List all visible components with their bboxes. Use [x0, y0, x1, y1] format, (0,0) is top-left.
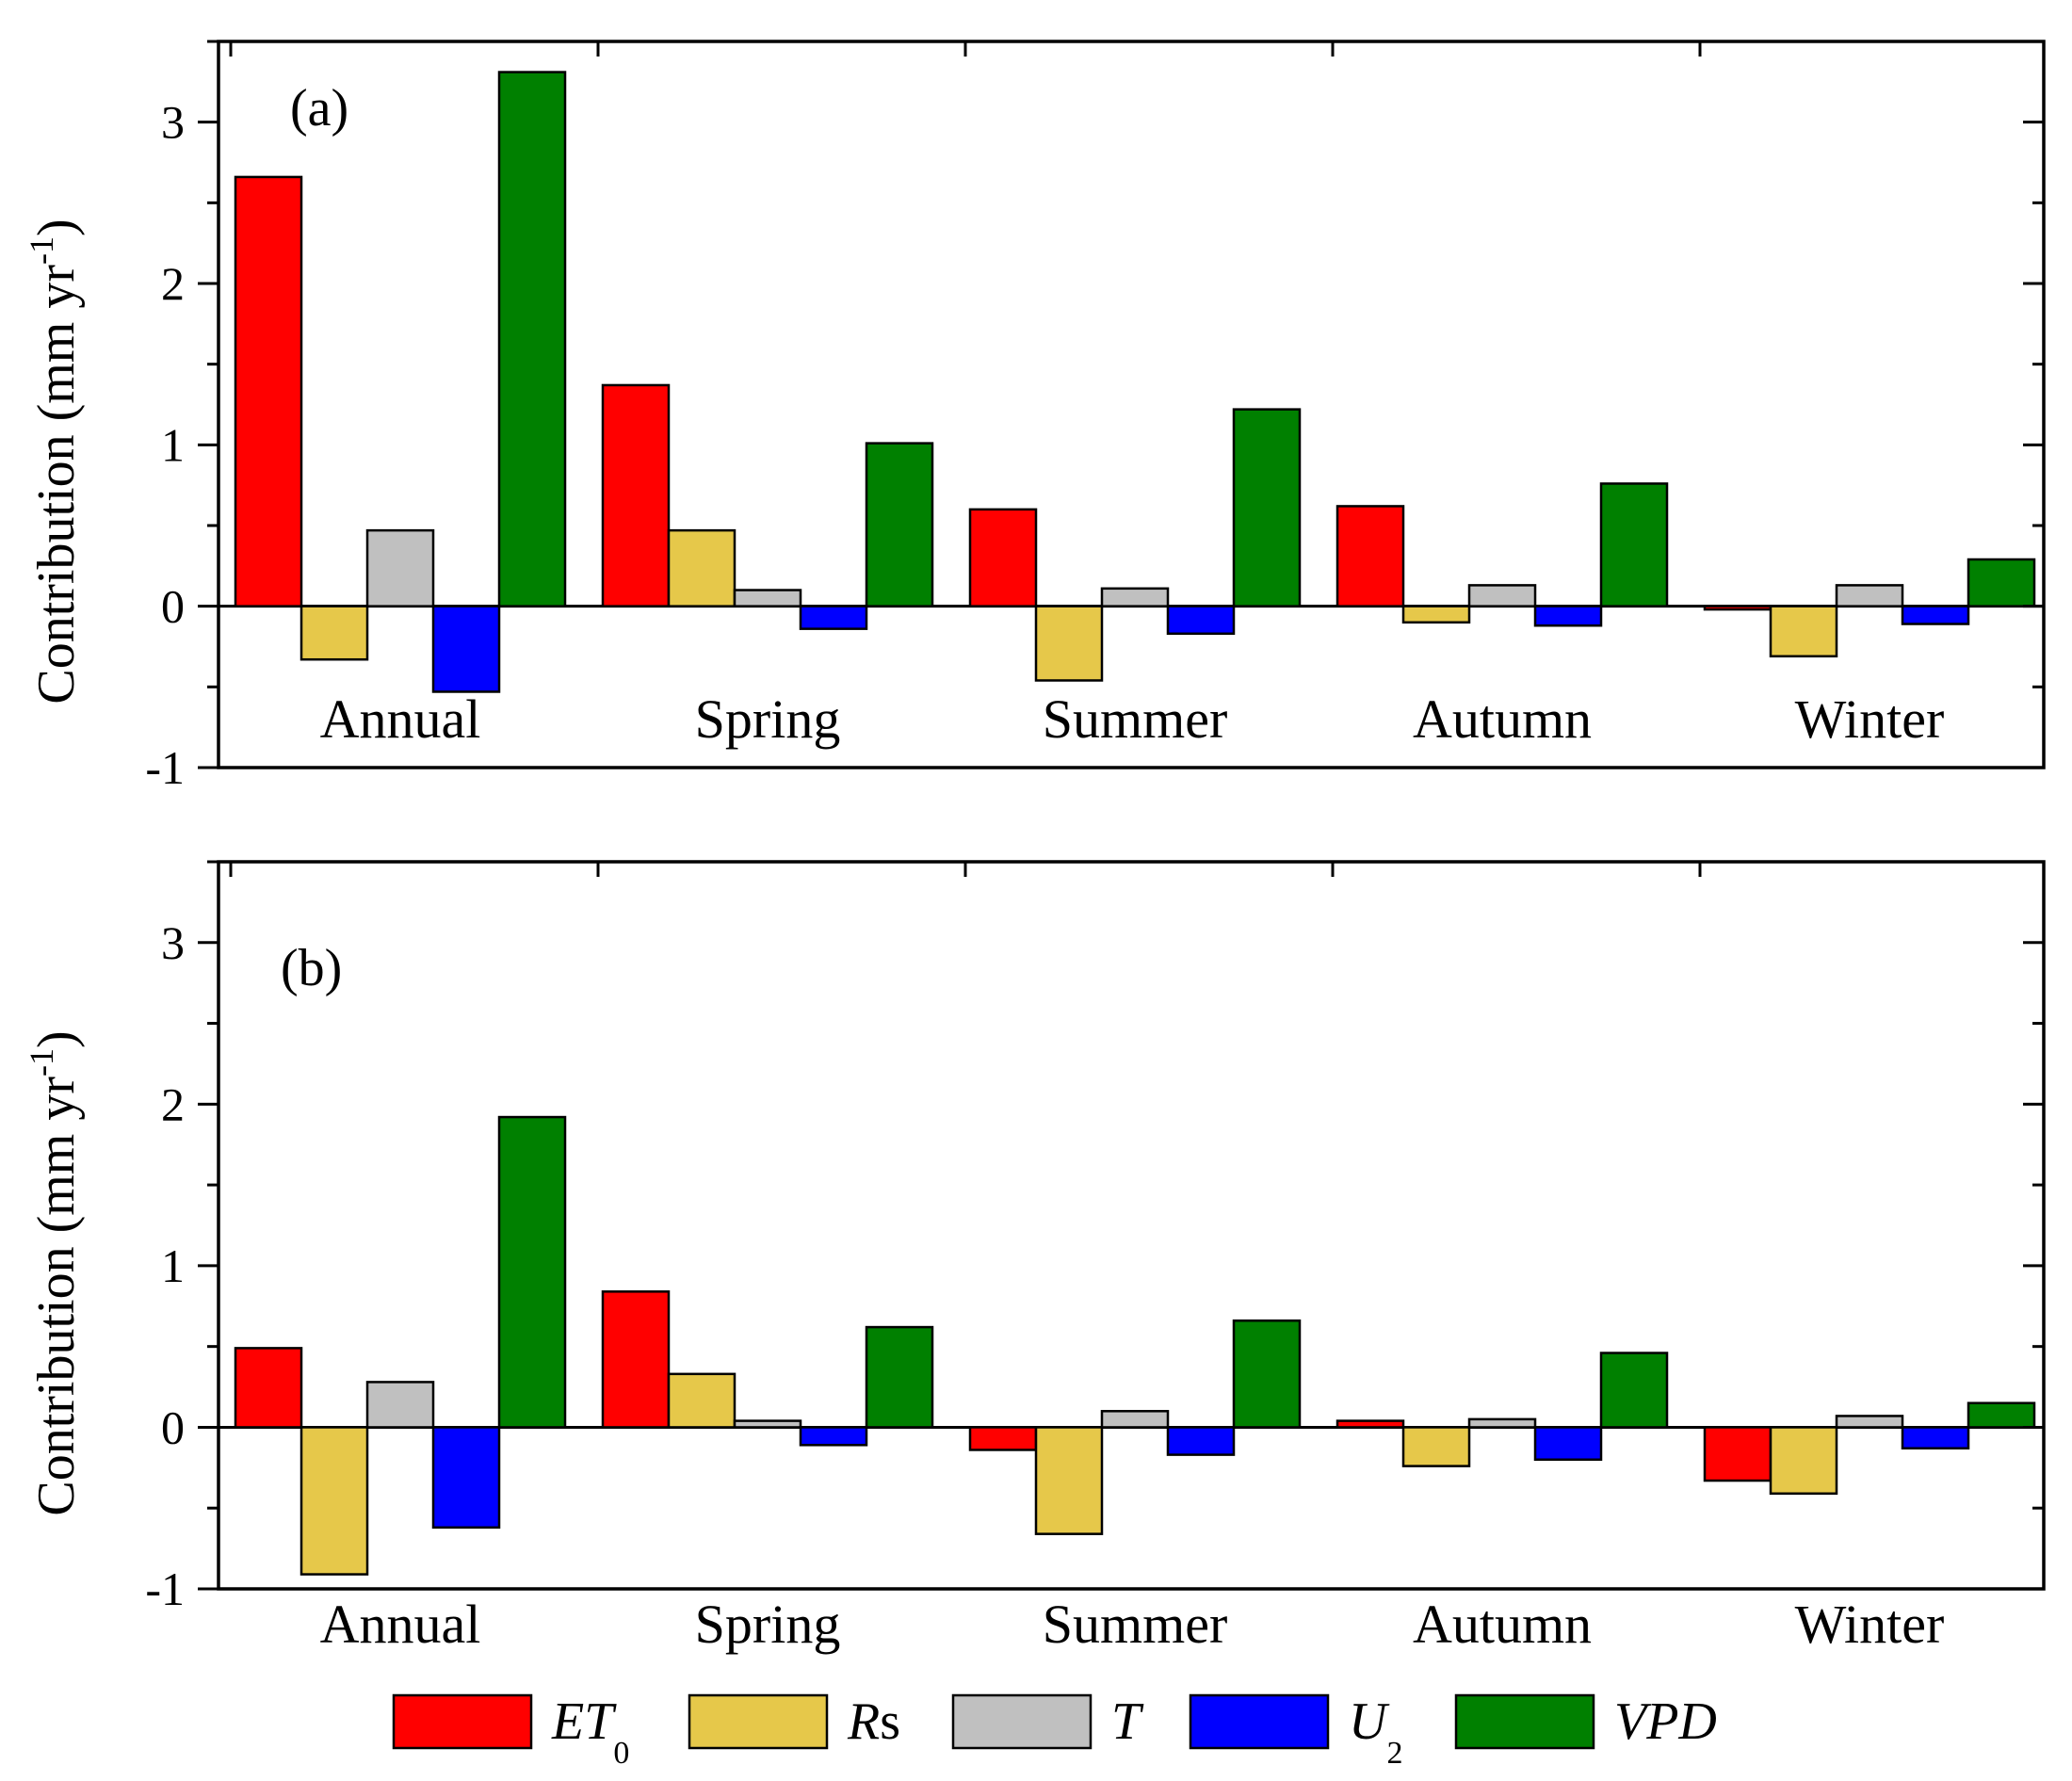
legend-swatch-u2	[1189, 1693, 1330, 1750]
legend-label-rs: Rs	[847, 1692, 900, 1751]
bar-u2-spring	[799, 605, 868, 630]
bar-et0-autumn	[1335, 505, 1405, 607]
plot-frame	[217, 860, 2046, 1591]
bar-et0-winter	[1703, 1426, 1773, 1482]
y-tick-label: 0	[161, 1401, 185, 1453]
bar-t-autumn	[1467, 1417, 1537, 1429]
category-label-spring: Spring	[695, 1594, 841, 1655]
legend-label-vpd: VPD	[1614, 1692, 1717, 1751]
bar-et0-summer	[968, 508, 1038, 607]
y-tick-label: 3	[161, 96, 185, 149]
bar-t-annual	[365, 528, 435, 607]
bar-t-spring	[733, 1419, 802, 1429]
bar-rs-winter	[1769, 605, 1838, 658]
y-tick-label: 2	[161, 257, 185, 310]
bar-et0-summer	[968, 1426, 1038, 1451]
legend: ET0 Rs T U2 VPD	[392, 1692, 1717, 1771]
legend-label-et0: ET0	[551, 1692, 629, 1771]
y-tick-label: 1	[161, 1239, 185, 1292]
bar-vpd-spring	[865, 1325, 934, 1429]
category-label-autumn: Autumn	[1413, 1594, 1592, 1655]
bar-vpd-summer	[1232, 408, 1302, 607]
bar-t-summer	[1100, 587, 1170, 607]
y-axis-label: Contribution (mm yr-1)	[23, 1030, 86, 1515]
y-tick-label: 1	[161, 418, 185, 471]
bar-vpd-annual	[497, 71, 567, 607]
bar-et0-autumn	[1335, 1419, 1405, 1429]
category-label-winter: Winter	[1795, 1594, 1945, 1655]
bar-vpd-annual	[497, 1115, 567, 1429]
bar-vpd-autumn	[1599, 1352, 1669, 1429]
legend-label-u2: U2	[1349, 1692, 1402, 1771]
legend-swatch-t	[951, 1693, 1093, 1750]
bar-et0-spring	[601, 1290, 671, 1429]
legend-swatch-et0	[392, 1693, 533, 1750]
category-label-annual: Annual	[320, 688, 481, 750]
category-label-winter: Winter	[1795, 688, 1945, 750]
bar-vpd-winter	[1967, 1401, 2036, 1429]
bar-u2-autumn	[1533, 605, 1603, 627]
panel-label: (b)	[281, 939, 342, 997]
bar-et0-winter	[1703, 605, 1773, 611]
y-tick-label: 3	[161, 916, 185, 969]
bar-vpd-winter	[1967, 558, 2036, 607]
plot-frame	[217, 40, 2046, 769]
panel-label: (a)	[290, 79, 348, 138]
bar-rs-spring	[667, 528, 737, 607]
bar-u2-winter	[1901, 605, 1970, 625]
bar-t-autumn	[1467, 584, 1537, 607]
bar-vpd-autumn	[1599, 482, 1669, 607]
y-tick-label: 0	[161, 580, 185, 633]
y-tick-label: 2	[161, 1077, 185, 1130]
bar-vpd-summer	[1232, 1319, 1302, 1429]
category-label-annual: Annual	[320, 1594, 481, 1655]
bar-u2-winter	[1901, 1426, 1970, 1449]
bar-rs-annual	[299, 605, 369, 661]
bar-et0-spring	[601, 383, 671, 607]
bar-u2-annual	[431, 605, 501, 693]
legend-label-t: T	[1111, 1692, 1144, 1751]
chart-panel-b: Annual Spring Summer Autumn Winter -1 0 1 2 3 (b) C…	[23, 860, 2046, 1655]
bar-t-winter	[1835, 1415, 1904, 1429]
bar-vpd-spring	[865, 442, 934, 607]
bar-t-summer	[1100, 1410, 1170, 1429]
bar-rs-summer	[1034, 1426, 1104, 1535]
legend-swatch-rs	[688, 1693, 829, 1750]
bar-rs-autumn	[1401, 605, 1471, 624]
bar-et0-annual	[234, 1347, 303, 1429]
category-label-summer: Summer	[1043, 1594, 1228, 1655]
bar-t-annual	[365, 1381, 435, 1429]
bar-u2-spring	[799, 1426, 868, 1447]
bar-et0-annual	[234, 175, 303, 607]
category-label-spring: Spring	[695, 688, 841, 750]
bar-t-spring	[733, 589, 802, 607]
bar-rs-summer	[1034, 605, 1104, 682]
bar-u2-summer	[1166, 605, 1236, 636]
chart-panel-a: Annual Spring Summer Autumn Winter -1 0 1 2 3 (a) C…	[23, 40, 2046, 794]
bar-rs-autumn	[1401, 1426, 1471, 1467]
legend-swatch-vpd	[1454, 1693, 1595, 1750]
y-axis-label: Contribution (mm yr-1)	[23, 219, 86, 704]
y-tick-label: -1	[145, 1562, 185, 1615]
category-label-summer: Summer	[1043, 688, 1228, 750]
bar-t-winter	[1835, 584, 1904, 607]
bar-rs-spring	[667, 1372, 737, 1429]
bar-u2-summer	[1166, 1426, 1236, 1456]
bar-rs-annual	[299, 1426, 369, 1576]
bar-rs-winter	[1769, 1426, 1838, 1496]
bar-u2-annual	[431, 1426, 501, 1530]
y-tick-label: -1	[145, 741, 185, 794]
bar-u2-autumn	[1533, 1426, 1603, 1462]
category-label-autumn: Autumn	[1413, 688, 1592, 750]
